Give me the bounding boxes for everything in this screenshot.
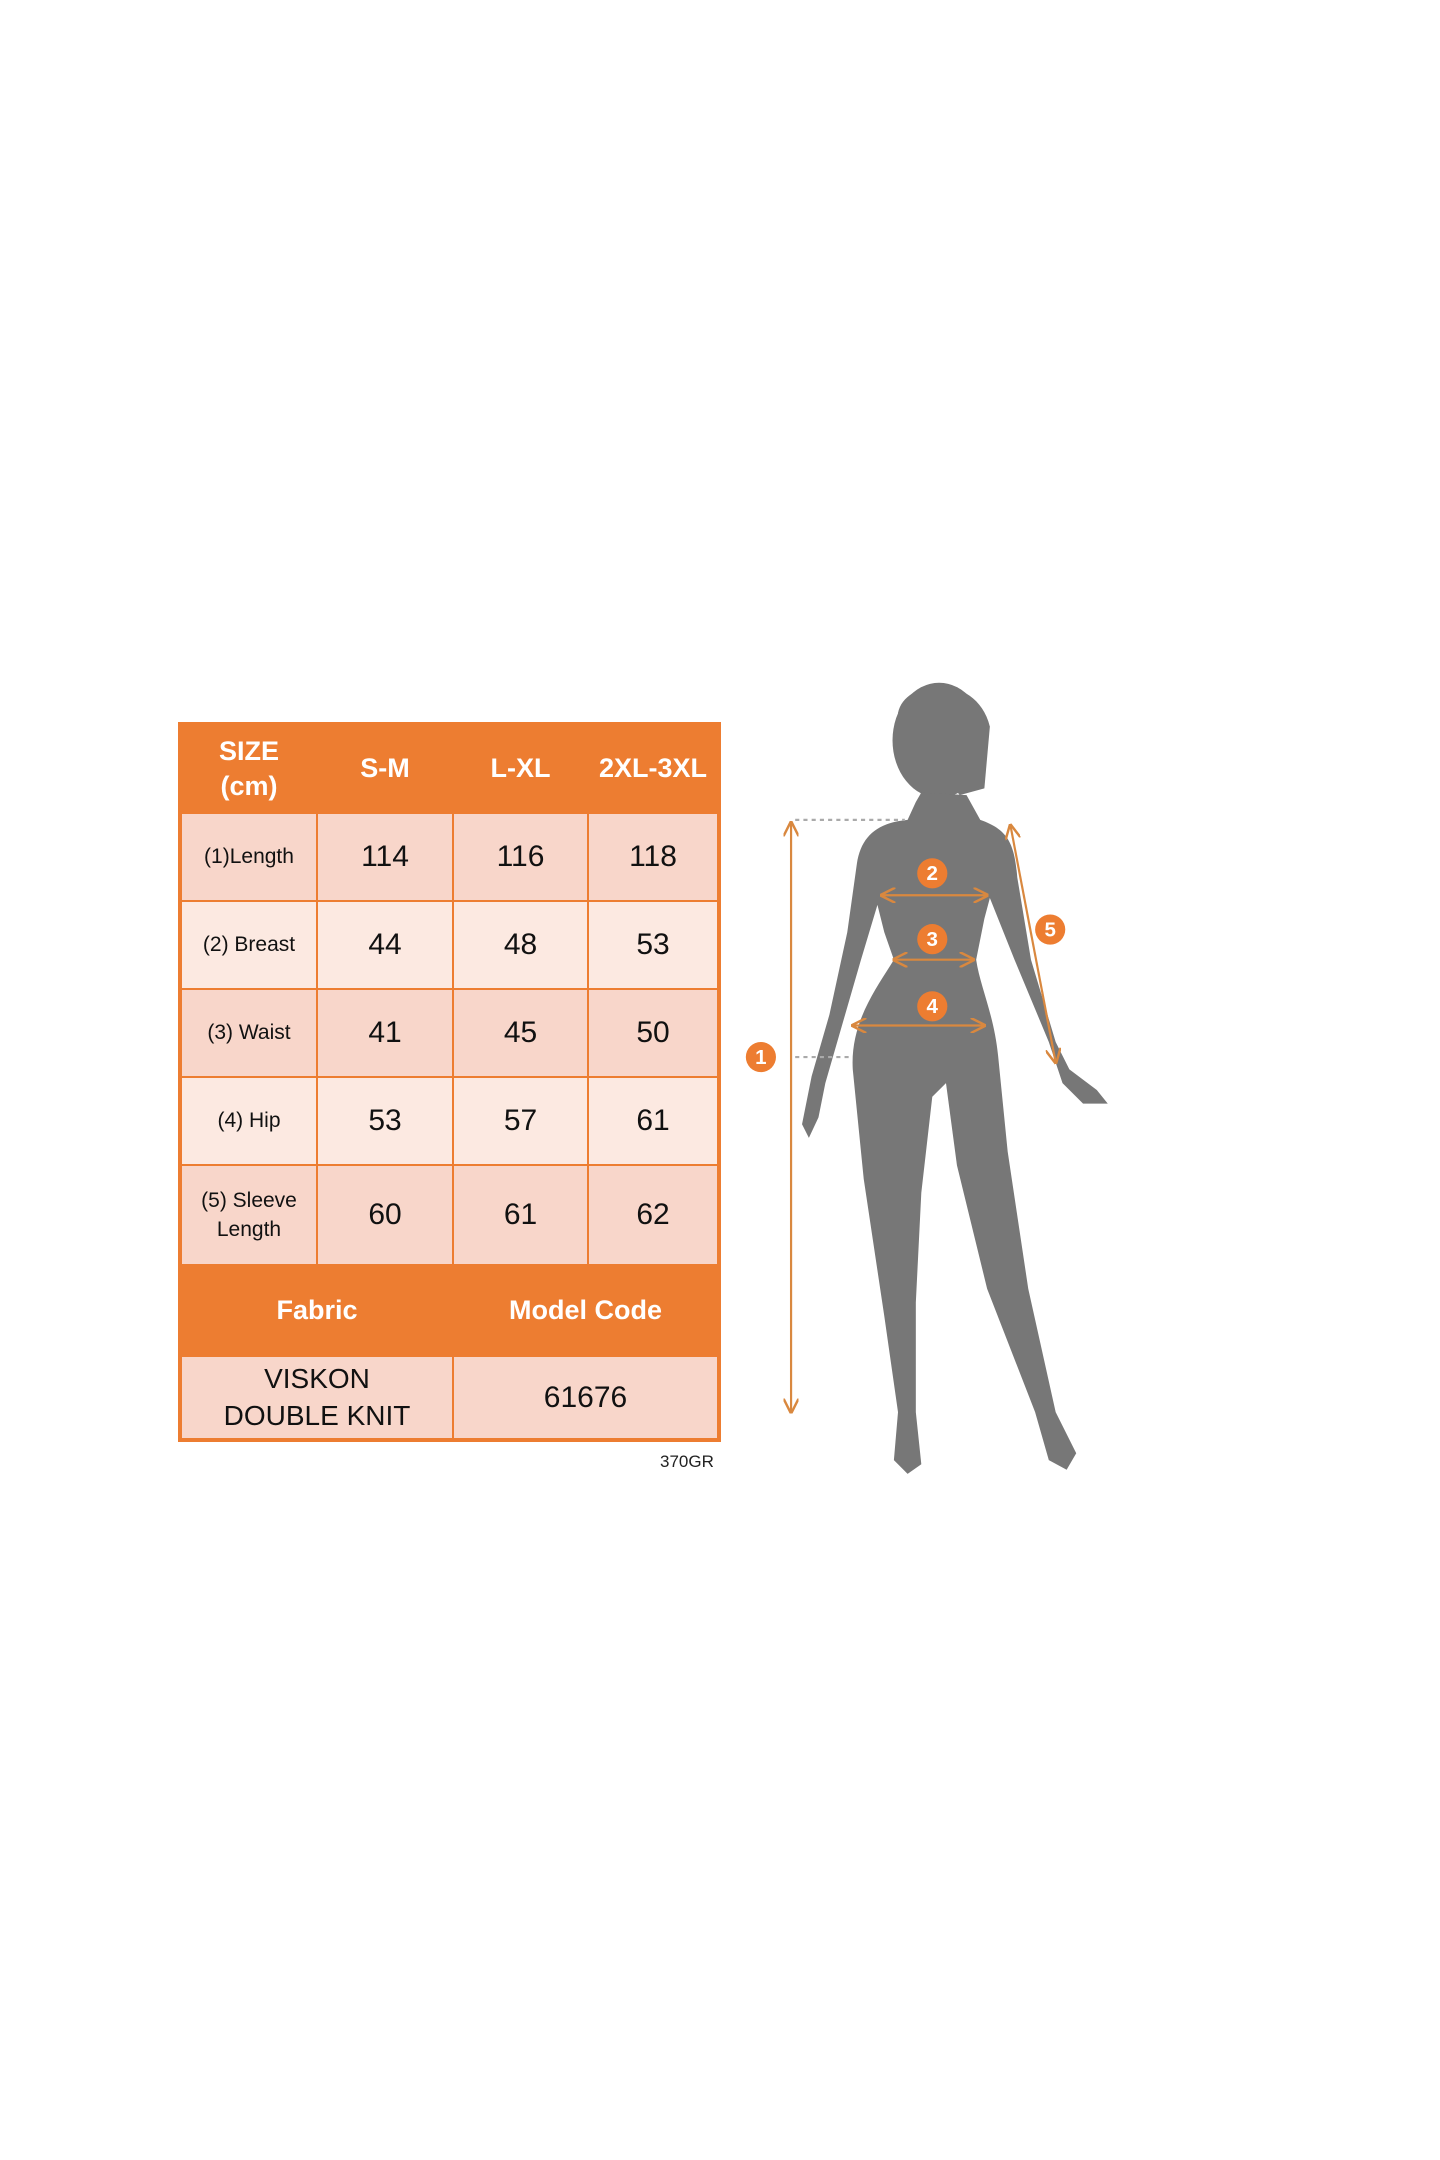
marker-3-label: 3 bbox=[927, 928, 938, 951]
fabric-row: VISKON DOUBLE KNIT 61676 bbox=[181, 1356, 718, 1439]
table-row: (3) Waist 41 45 50 bbox=[181, 989, 718, 1077]
model-code-value: 61676 bbox=[453, 1356, 718, 1439]
header-l-xl: L-XL bbox=[453, 725, 588, 813]
model-code-header: Model Code bbox=[453, 1265, 718, 1356]
cell-value: 118 bbox=[588, 813, 718, 901]
header-2xl-3xl: 2XL-3XL bbox=[588, 725, 718, 813]
row-label: (2) Breast bbox=[181, 901, 317, 989]
cell-value: 62 bbox=[588, 1165, 718, 1265]
header-s-m: S-M bbox=[317, 725, 453, 813]
marker-3 bbox=[917, 924, 948, 955]
marker-2-label: 2 bbox=[927, 862, 938, 885]
row-label: (5) Sleeve Length bbox=[181, 1165, 317, 1265]
cell-value: 41 bbox=[317, 989, 453, 1077]
table-row: (1)Length 114 116 118 bbox=[181, 813, 718, 901]
marker-1 bbox=[745, 1041, 776, 1073]
row-label: (4) Hip bbox=[181, 1077, 317, 1165]
cell-value: 48 bbox=[453, 901, 588, 989]
cell-value: 116 bbox=[453, 813, 588, 901]
footnote-code: 370GR bbox=[660, 1452, 714, 1471]
cell-value: 44 bbox=[317, 901, 453, 989]
marker-2 bbox=[917, 858, 948, 889]
table-row: (4) Hip 53 57 61 bbox=[181, 1077, 718, 1165]
marker-5 bbox=[1035, 914, 1066, 945]
marker-4-label: 4 bbox=[927, 995, 939, 1018]
row-label: (3) Waist bbox=[181, 989, 317, 1077]
cell-value: 61 bbox=[453, 1165, 588, 1265]
cell-value: 114 bbox=[317, 813, 453, 901]
marker-5-label: 5 bbox=[1044, 918, 1055, 941]
table-row: (5) Sleeve Length 60 61 62 bbox=[181, 1165, 718, 1265]
marker-1-label: 1 bbox=[755, 1046, 766, 1069]
row-label: (1)Length bbox=[181, 813, 317, 901]
cell-value: 60 bbox=[317, 1165, 453, 1265]
fabric-header: Fabric bbox=[181, 1265, 453, 1356]
cell-value: 50 bbox=[588, 989, 718, 1077]
fabric-header-row: Fabric Model Code bbox=[181, 1265, 718, 1356]
fabric-value: VISKON DOUBLE KNIT bbox=[181, 1356, 453, 1439]
sleeve-arrow bbox=[1010, 825, 1055, 1062]
marker-4 bbox=[917, 991, 948, 1022]
cell-value: 53 bbox=[317, 1077, 453, 1165]
cell-value: 45 bbox=[453, 989, 588, 1077]
cell-value: 61 bbox=[588, 1077, 718, 1165]
header-size: SIZE (cm) bbox=[181, 725, 317, 813]
table-header-row: SIZE (cm) S-M L-XL 2XL-3XL bbox=[181, 725, 718, 813]
woman-silhouette bbox=[802, 682, 1108, 1474]
table-row: (2) Breast 44 48 53 bbox=[181, 901, 718, 989]
cell-value: 57 bbox=[453, 1077, 588, 1165]
size-chart-table: SIZE (cm) S-M L-XL 2XL-3XL (1)Length 114… bbox=[178, 722, 721, 1442]
cell-value: 53 bbox=[588, 901, 718, 989]
